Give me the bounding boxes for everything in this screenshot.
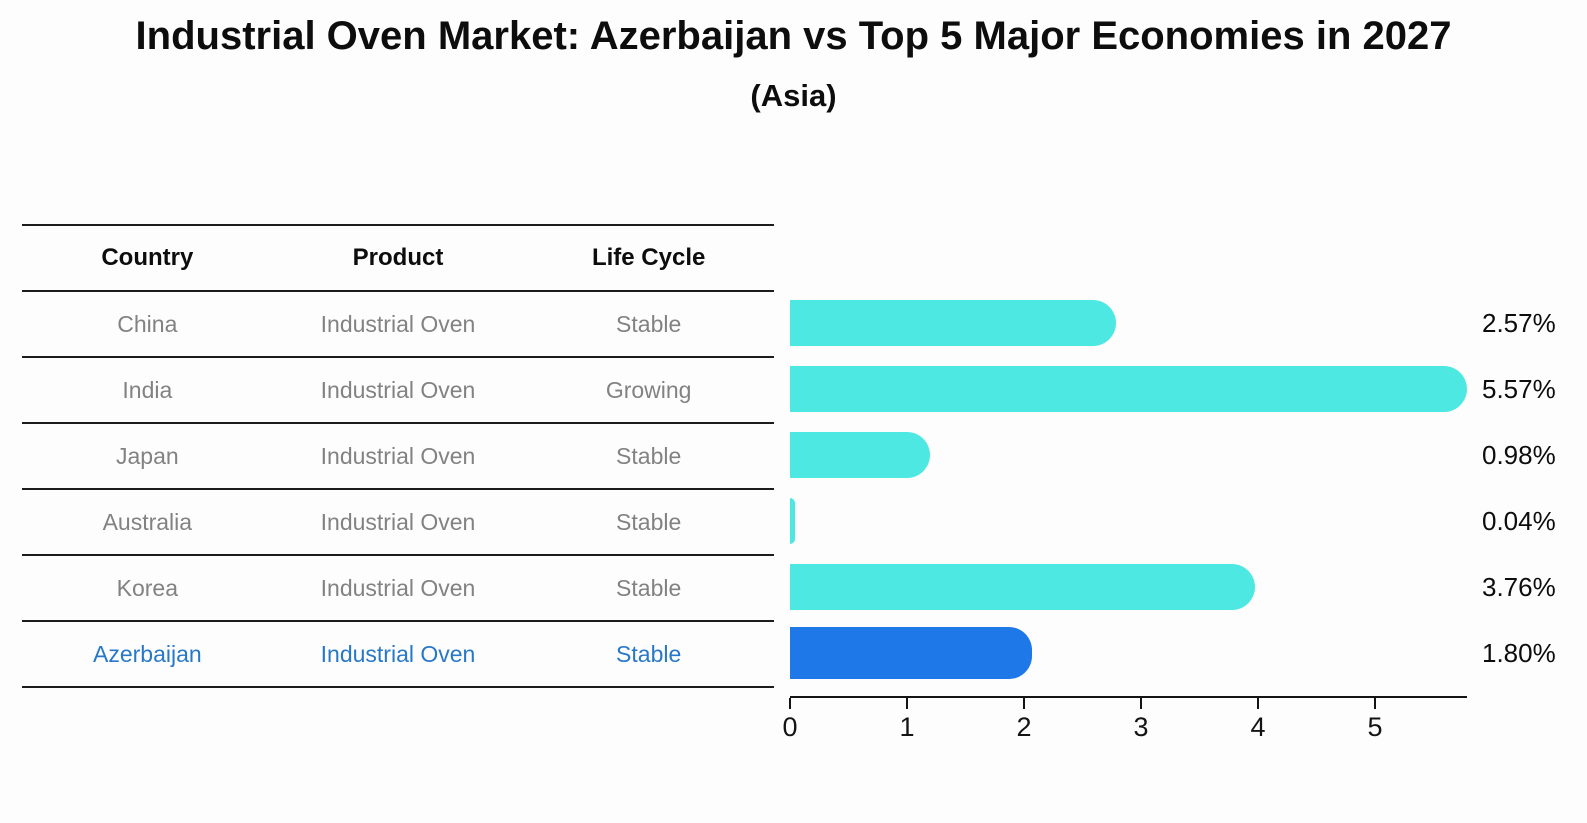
bar-value-label: 1.80% xyxy=(1482,638,1556,668)
bar-china xyxy=(790,300,1117,346)
bar-plot: 2.57% 5.57% 0.98% 0.04% 3.76% 1.80% 0 1 2 3 4 5 xyxy=(782,224,1587,784)
bar-value-label: 5.57% xyxy=(1482,374,1556,404)
table-header-lifecycle: Life Cycle xyxy=(591,244,706,271)
x-axis-tick xyxy=(1023,698,1025,709)
bar-value-label: 0.98% xyxy=(1482,440,1556,470)
x-axis-tick-label: 2 xyxy=(1016,712,1032,742)
table-header-product: Product xyxy=(352,244,444,271)
table-cell-lifecycle: Stable xyxy=(616,310,682,337)
chart-title: Industrial Oven Market: Azerbaijan vs To… xyxy=(135,14,1452,58)
bar-australia xyxy=(790,498,795,544)
table-cell-country: India xyxy=(122,376,173,403)
table-cell-product: Industrial Oven xyxy=(320,508,476,535)
table-cell-country: Korea xyxy=(116,574,179,601)
table-row: China Industrial Oven Stable xyxy=(22,290,774,356)
table-header-row: Country Product Life Cycle xyxy=(22,224,774,290)
x-axis-tick xyxy=(906,698,908,709)
x-axis-tick xyxy=(789,698,791,709)
table-cell-lifecycle: Stable xyxy=(616,508,682,535)
table-header-country: Country xyxy=(101,244,194,271)
table-cell-product: Industrial Oven xyxy=(320,442,476,469)
table-cell-product: Industrial Oven xyxy=(320,640,476,667)
table-row: Azerbaijan Industrial Oven Stable xyxy=(22,620,774,688)
bar-korea xyxy=(790,564,1256,610)
x-axis-line xyxy=(790,696,1467,698)
table-cell-country: Australia xyxy=(102,508,193,535)
table-cell-lifecycle: Growing xyxy=(605,376,692,403)
bar-value-label: 0.04% xyxy=(1482,506,1556,536)
bar-japan xyxy=(790,432,931,478)
x-axis-tick-label: 1 xyxy=(899,712,915,742)
table-cell-lifecycle: Stable xyxy=(616,442,682,469)
table-cell-lifecycle: Stable xyxy=(616,640,682,667)
table-row: Korea Industrial Oven Stable xyxy=(22,554,774,620)
bar-value-label: 2.57% xyxy=(1482,308,1556,338)
x-axis-tick-label: 5 xyxy=(1367,712,1383,742)
table-cell-lifecycle: Stable xyxy=(616,574,682,601)
x-axis-tick xyxy=(1374,698,1376,709)
country-table: Country Product Life Cycle China Industr… xyxy=(22,224,774,688)
table-row: Australia Industrial Oven Stable xyxy=(22,488,774,554)
table-cell-country: Azerbaijan xyxy=(92,640,202,667)
table-cell-country: China xyxy=(117,310,178,337)
x-axis-tick-label: 3 xyxy=(1133,712,1149,742)
bar-india xyxy=(790,366,1467,412)
bar-value-label: 3.76% xyxy=(1482,572,1556,602)
chart-subtitle: (Asia) xyxy=(750,78,837,113)
table-cell-country: Japan xyxy=(115,442,179,469)
table-cell-product: Industrial Oven xyxy=(320,310,476,337)
table-row: Japan Industrial Oven Stable xyxy=(22,422,774,488)
table-row: India Industrial Oven Growing xyxy=(22,356,774,422)
table-cell-product: Industrial Oven xyxy=(320,376,476,403)
x-axis-tick-label: 4 xyxy=(1250,712,1266,742)
x-axis-tick xyxy=(1257,698,1259,709)
x-axis-tick xyxy=(1140,698,1142,709)
table-cell-product: Industrial Oven xyxy=(320,574,476,601)
bar-azerbaijan xyxy=(790,627,1033,679)
x-axis-tick-label: 0 xyxy=(782,712,798,742)
